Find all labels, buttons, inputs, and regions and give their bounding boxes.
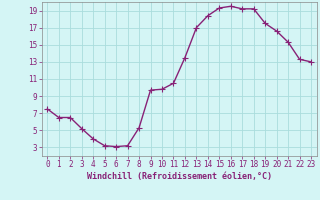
- X-axis label: Windchill (Refroidissement éolien,°C): Windchill (Refroidissement éolien,°C): [87, 172, 272, 181]
